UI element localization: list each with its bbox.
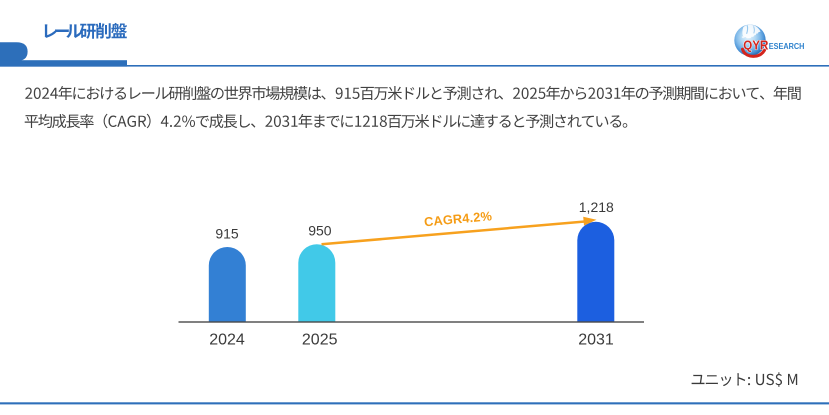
svg-text:1,218: 1,218 [579, 199, 614, 215]
svg-text:950: 950 [308, 223, 332, 239]
svg-text:CAGR4.2%: CAGR4.2% [423, 208, 493, 229]
svg-text:915: 915 [215, 225, 239, 241]
svg-text:2024: 2024 [209, 332, 245, 349]
svg-text:2025: 2025 [302, 332, 338, 349]
svg-text:QYR: QYR [743, 38, 768, 52]
svg-text:2031: 2031 [578, 332, 614, 349]
svg-text:ESEARCH: ESEARCH [769, 41, 805, 51]
